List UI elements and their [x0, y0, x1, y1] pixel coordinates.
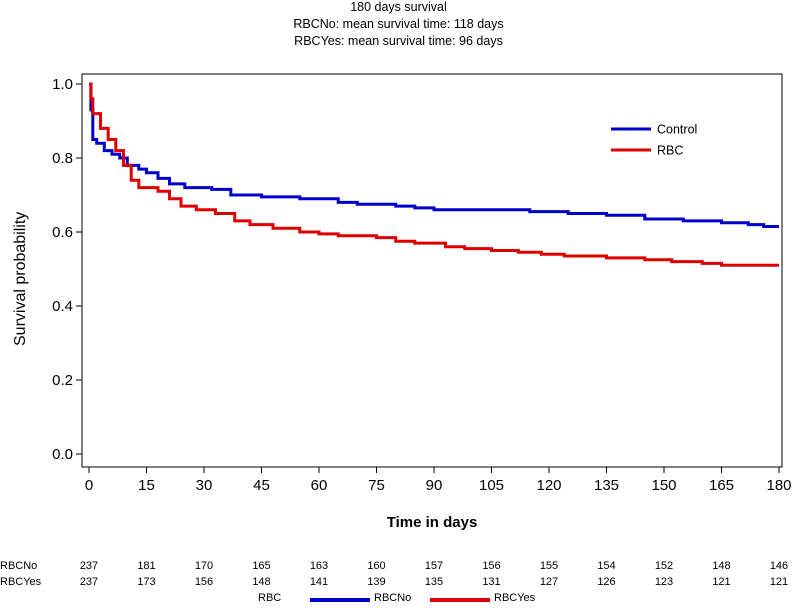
y-tick-label: 0.2: [52, 372, 73, 389]
risk-cell-rbcno: 148: [712, 560, 731, 572]
risk-cell-rbcno: 157: [424, 560, 444, 572]
x-tick-label: 180: [766, 477, 791, 494]
risk-cell-rbcno: 170: [194, 560, 214, 572]
x-tick-label: 165: [709, 477, 734, 494]
y-tick-label: 0.8: [52, 150, 73, 167]
y-tick-label: 0.4: [52, 298, 73, 315]
y-tick-label: 0.6: [52, 224, 73, 241]
bottom-legend-swatch-rbcyes: [430, 598, 490, 602]
risk-cell-rbcyes: 121: [769, 576, 789, 588]
risk-cell-rbcyes: 237: [79, 576, 99, 588]
risk-cell-rbcyes: 148: [252, 576, 271, 588]
x-tick-label: 75: [368, 477, 385, 494]
x-tick-label: 105: [479, 477, 504, 494]
series-line-control: [89, 82, 779, 228]
risk-cell-rbcyes: 173: [137, 576, 156, 588]
legend-label-control: Control: [657, 123, 697, 137]
x-tick-label: 90: [426, 477, 443, 494]
y-tick-label: 1.0: [52, 76, 73, 93]
risk-row-label-rbcyes: RBCYes: [0, 576, 42, 588]
risk-cell-rbcno: 160: [367, 560, 386, 572]
legend-label-rbc: RBC: [657, 144, 683, 158]
plot-frame: [81, 73, 783, 468]
chart-subtitle-rbcyes: RBCYes: mean survival time: 96 days: [294, 34, 503, 48]
x-tick-label: 150: [651, 477, 676, 494]
risk-cell-rbcno: 181: [137, 560, 156, 572]
x-tick-label: 15: [138, 477, 155, 494]
x-tick-label: 0: [85, 477, 93, 494]
x-axis-label: Time in days: [386, 514, 478, 531]
risk-cell-rbcno: 155: [539, 560, 559, 572]
risk-cell-rbcno: 154: [597, 560, 616, 572]
x-tick-label: 30: [196, 477, 213, 494]
risk-cell-rbcno: 163: [309, 560, 329, 572]
bottom-legend-title: RBC: [258, 592, 282, 604]
chart-subtitle-rbcno: RBCNo: mean survival time: 118 days: [293, 17, 504, 31]
risk-cell-rbcno: 237: [79, 560, 99, 572]
risk-cell-rbcyes: 139: [367, 576, 386, 588]
risk-cell-rbcno: 165: [252, 560, 271, 572]
x-tick-label: 60: [311, 477, 328, 494]
bottom-legend-swatch-rbcno: [310, 598, 370, 602]
x-tick-label: 45: [253, 477, 270, 494]
risk-cell-rbcyes: 127: [539, 576, 559, 588]
risk-cell-rbcyes: 141: [309, 576, 329, 588]
series-line-rbc: [89, 82, 779, 267]
x-tick-label: 135: [594, 477, 619, 494]
risk-cell-rbcno: 146: [769, 560, 789, 572]
risk-cell-rbcyes: 121: [712, 576, 731, 588]
risk-cell-rbcno: 152: [654, 560, 674, 572]
y-tick-label: 0.0: [52, 446, 73, 463]
chart-title: 180 days survival: [350, 0, 447, 14]
risk-cell-rbcyes: 156: [194, 576, 214, 588]
risk-cell-rbcyes: 126: [597, 576, 616, 588]
risk-row-label-rbcno: RBCNo: [0, 560, 38, 572]
x-tick-label: 120: [536, 477, 561, 494]
risk-cell-rbcyes: 123: [654, 576, 674, 588]
bottom-legend-label-rbcno: RBCNo: [374, 592, 412, 604]
y-axis-label: Survival probability: [12, 211, 29, 346]
risk-cell-rbcyes: 135: [424, 576, 444, 588]
bottom-legend-label-rbcyes: RBCYes: [494, 592, 536, 604]
risk-cell-rbcyes: 131: [482, 576, 501, 588]
risk-cell-rbcno: 156: [482, 560, 501, 572]
